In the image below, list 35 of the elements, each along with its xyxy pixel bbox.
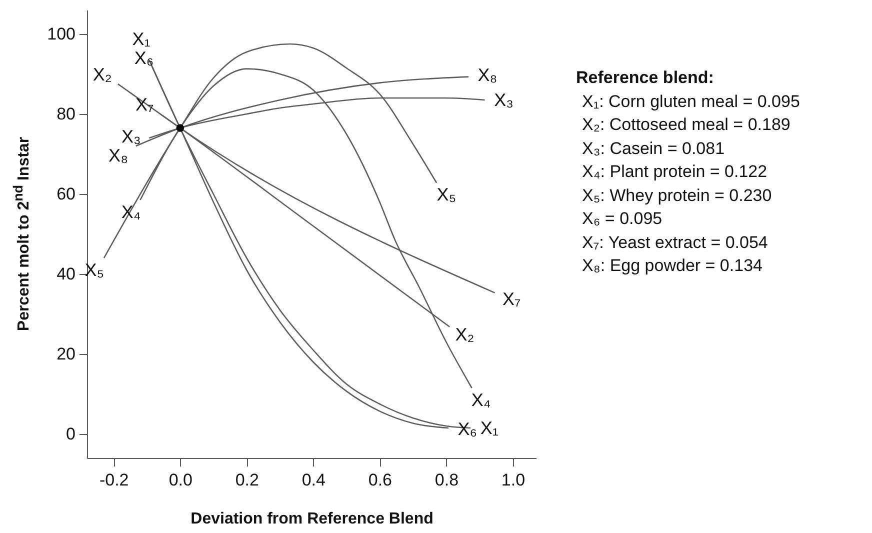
y-tick-label: 100 — [47, 24, 76, 44]
series-label: X₅ — [436, 184, 456, 205]
text: X₁: Corn gluten meal = 0.095 — [582, 90, 800, 112]
text: X₂ — [455, 324, 474, 345]
text: X₁ — [132, 28, 150, 49]
text: X₃ — [494, 90, 514, 110]
series-label: X₄ — [471, 390, 491, 410]
y-tick-label: 40 — [56, 264, 76, 284]
text: X₈: Egg powder = 0.134 — [582, 255, 764, 277]
x-tick-label: 0.0 — [168, 470, 192, 490]
text: X₃: Casein = 0.081 — [582, 138, 726, 160]
text: X₆ = 0.095 — [582, 208, 664, 230]
text: X₄: Plant protein = 0.122 — [582, 161, 768, 183]
x-tick-label: -0.2 — [99, 470, 129, 490]
series-label: X₁ — [480, 418, 498, 438]
text: X₈ — [478, 64, 498, 85]
series-label: X₂ — [92, 64, 112, 84]
series-label: X₈ — [108, 146, 128, 166]
x-axis-title: Deviation from Reference Blend — [190, 510, 434, 528]
y-tick-label: 20 — [56, 344, 76, 364]
text: X₇: Yeast extract = 0.054 — [582, 232, 769, 254]
y-tick-label: 80 — [56, 104, 76, 124]
x-tick-label: 0.4 — [302, 470, 326, 490]
series-label: X₆ — [134, 48, 154, 68]
series-label: X₃ — [121, 126, 141, 147]
x-tick-label: 0.2 — [235, 470, 259, 490]
text: X₂: Cottoseed meal = 0.189 — [582, 114, 792, 136]
x-tick-label: 1.0 — [501, 470, 526, 490]
text: X₅: Whey protein = 0.230 — [582, 184, 773, 206]
y-tick-label: 0 — [66, 424, 76, 444]
text: Reference blend: — [576, 67, 715, 89]
y-tick-label: 60 — [56, 184, 76, 204]
text: X₇ — [502, 288, 521, 309]
x-tick-label: 0.6 — [368, 470, 392, 490]
x-tick-label: 0.8 — [434, 470, 459, 490]
